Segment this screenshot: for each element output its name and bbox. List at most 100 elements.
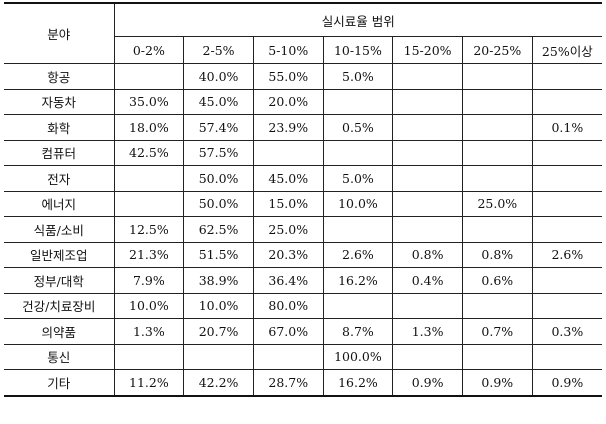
rate-cell: 36.4% — [252, 267, 324, 294]
rate-cell: 10.0% — [322, 190, 394, 217]
rate-cell: 23.9% — [252, 114, 324, 141]
field-cell: 항공 — [4, 63, 115, 90]
rate-cell — [392, 165, 463, 192]
rate-cell: 62.5% — [183, 216, 254, 243]
rate-cell: 2.6% — [322, 241, 394, 268]
rate-cell — [461, 88, 533, 115]
rate-range-group-header: 실시료율 범위 — [113, 2, 602, 37]
range-header-cell: 2-5% — [183, 36, 254, 64]
rate-cell: 20.3% — [252, 241, 324, 268]
rate-cell: 40.0% — [183, 63, 254, 90]
table-row: 항공 40.0% 55.0% 5.0% — [4, 63, 602, 90]
header-row-group: 분야 실시료율 범위 — [4, 2, 602, 64]
rate-cell — [113, 165, 185, 192]
rate-cell: 12.5% — [113, 216, 185, 243]
rate-cell: 25.0% — [252, 216, 324, 243]
rate-cell: 5.0% — [322, 165, 394, 192]
rate-cell — [113, 190, 185, 217]
rate-cell: 51.5% — [183, 241, 254, 268]
rate-cell — [531, 190, 602, 217]
field-cell: 식품/소비 — [4, 216, 115, 243]
rate-cell: 0.9% — [461, 369, 533, 396]
field-cell: 건강/치료장비 — [4, 292, 115, 319]
rate-cell: 0.6% — [461, 267, 533, 294]
rate-cell: 45.0% — [252, 165, 324, 192]
rate-cell — [322, 139, 394, 166]
rate-cell: 20.0% — [252, 88, 324, 115]
rate-cell — [531, 343, 602, 370]
table-row: 정부/대학 7.9% 38.9% 36.4% 16.2% 0.4% 0.6% — [4, 267, 602, 294]
rate-cell — [113, 343, 185, 370]
rate-cell — [461, 63, 533, 90]
field-cell: 화학 — [4, 114, 115, 141]
field-cell: 컴퓨터 — [4, 139, 115, 166]
rate-cell: 42.5% — [113, 139, 185, 166]
field-cell: 정부/대학 — [4, 267, 115, 294]
rate-cell — [531, 216, 602, 243]
rate-cell: 0.3% — [531, 318, 602, 345]
rate-cell — [392, 114, 463, 141]
field-column-header: 분야 — [4, 2, 115, 64]
rate-cell: 45.0% — [183, 88, 254, 115]
table-row: 통신 100.0% — [4, 343, 602, 370]
rate-cell: 7.9% — [113, 267, 185, 294]
field-cell: 자동차 — [4, 88, 115, 115]
field-cell: 전자 — [4, 165, 115, 192]
range-header-cell: 15-20% — [392, 36, 463, 64]
table-row: 건강/치료장비 10.0% 10.0% 80.0% — [4, 292, 602, 319]
rate-cell — [531, 63, 602, 90]
field-cell: 의약품 — [4, 318, 115, 345]
rate-cell: 67.0% — [252, 318, 324, 345]
rate-cell: 57.5% — [183, 139, 254, 166]
rate-cell: 42.2% — [183, 369, 254, 396]
table-row: 식품/소비 12.5% 62.5% 25.0% — [4, 216, 602, 243]
rate-cell: 1.3% — [392, 318, 463, 345]
rate-cell — [392, 88, 463, 115]
rate-cell: 28.7% — [252, 369, 324, 396]
rate-cell — [392, 139, 463, 166]
rate-cell: 5.0% — [322, 63, 394, 90]
rate-cell: 18.0% — [113, 114, 185, 141]
table-row: 전자 50.0% 45.0% 5.0% — [4, 165, 602, 192]
table-row: 컴퓨터 42.5% 57.5% — [4, 139, 602, 166]
rate-cell — [252, 343, 324, 370]
table-row: 의약품 1.3% 20.7% 67.0% 8.7% 1.3% 0.7% 0.3% — [4, 318, 602, 345]
rate-cell: 50.0% — [183, 165, 254, 192]
range-header-cell: 5-10% — [252, 36, 324, 64]
range-header-cell: 20-25% — [461, 36, 533, 64]
rate-cell — [531, 292, 602, 319]
rate-cell: 21.3% — [113, 241, 185, 268]
rate-cell: 8.7% — [322, 318, 394, 345]
rate-cell — [461, 114, 533, 141]
rate-cell — [531, 267, 602, 294]
field-cell: 통신 — [4, 343, 115, 370]
rate-cell — [252, 139, 324, 166]
rate-cell — [113, 63, 185, 90]
table-row: 자동차 35.0% 45.0% 20.0% — [4, 88, 602, 115]
rate-cell — [392, 292, 463, 319]
rate-cell: 0.9% — [392, 369, 463, 396]
rate-cell: 16.2% — [322, 267, 394, 294]
rate-cell: 11.2% — [113, 369, 185, 396]
range-header-cell: 10-15% — [322, 36, 394, 64]
rate-cell: 0.1% — [531, 114, 602, 141]
rate-cell: 20.7% — [183, 318, 254, 345]
rate-cell — [461, 139, 533, 166]
rate-cell: 50.0% — [183, 190, 254, 217]
rate-cell — [461, 343, 533, 370]
rate-cell — [392, 190, 463, 217]
rate-cell — [183, 343, 254, 370]
rate-cell: 100.0% — [322, 343, 394, 370]
range-header-cell: 25%이상 — [531, 36, 602, 64]
rate-cell: 0.8% — [392, 241, 463, 268]
rate-cell: 35.0% — [113, 88, 185, 115]
rate-cell — [322, 292, 394, 319]
rate-cell — [461, 216, 533, 243]
rate-cell: 15.0% — [252, 190, 324, 217]
rate-cell — [531, 165, 602, 192]
rate-cell — [461, 292, 533, 319]
rate-cell: 10.0% — [113, 292, 185, 319]
field-cell: 에너지 — [4, 190, 115, 217]
header-row-ranges: 0-2% 2-5% 5-10% 10-15% 15-20% 20-25% 25%이상 — [4, 36, 602, 64]
rate-cell: 57.4% — [183, 114, 254, 141]
